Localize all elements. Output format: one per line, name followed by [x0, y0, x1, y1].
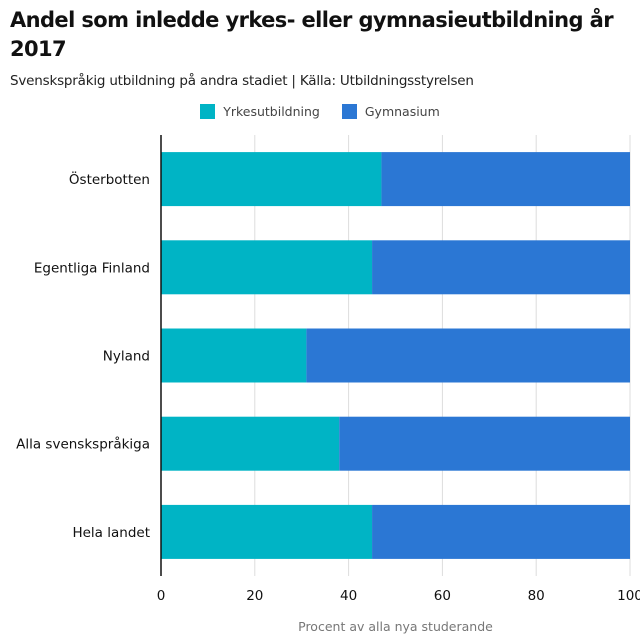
category-label: Hela landet	[72, 525, 150, 541]
bar-gymnasium-2	[306, 328, 630, 383]
legend-label-gymnasium: Gymnasium	[364, 104, 440, 119]
bar-gymnasium-0	[381, 152, 630, 207]
x-tick-label-80: 80	[528, 588, 545, 604]
bar-yrkesutbildning-4	[161, 504, 373, 559]
x-tick-label-40: 40	[340, 588, 357, 604]
x-tick-label-100: 100	[617, 588, 640, 604]
legend-swatch-yrkesutbildning	[200, 104, 216, 119]
axes: 0 20 40 60 80 100 Österbotten Egentliga Finland…	[16, 135, 640, 604]
legend-item-gymnasium: Gymnasium	[341, 104, 440, 119]
chart-subtitle: Svenskspråkig utbildning på andra stadie…	[10, 73, 474, 89]
category-label: Österbotten	[69, 170, 150, 188]
bar-yrkesutbildning-1	[161, 240, 373, 295]
category-label: Nyland	[103, 349, 150, 365]
x-tick-label-20: 20	[246, 588, 263, 604]
category-label: Alla svenskspråkiga	[16, 436, 150, 453]
legend: Yrkesutbildning Gymnasium	[0, 104, 640, 119]
bar-yrkesutbildning-2	[161, 328, 307, 383]
bars	[161, 152, 630, 559]
legend-item-yrkesutbildning: Yrkesutbildning	[200, 104, 320, 119]
chart-title: Andel som inledde yrkes- eller gymnasieu…	[10, 8, 614, 61]
category-label: Egentliga Finland	[34, 260, 150, 276]
bar-gymnasium-3	[339, 416, 630, 471]
x-tick-label-60: 60	[434, 588, 451, 604]
bar-yrkesutbildning-0	[161, 152, 382, 207]
bar-gymnasium-1	[372, 240, 630, 295]
bar-gymnasium-4	[372, 504, 630, 559]
bar-yrkesutbildning-3	[161, 416, 340, 471]
legend-swatch-gymnasium	[341, 104, 357, 119]
x-tick-label-0: 0	[157, 588, 166, 604]
x-axis-label: Procent av alla nya studerande	[298, 619, 493, 634]
legend-label-yrkesutbildning: Yrkesutbildning	[223, 104, 320, 119]
